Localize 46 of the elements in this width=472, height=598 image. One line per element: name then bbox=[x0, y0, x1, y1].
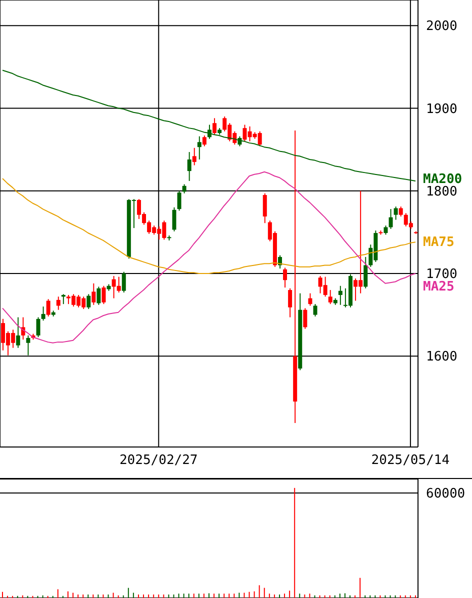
candlestick bbox=[212, 118, 217, 136]
series-label: MA75 bbox=[423, 235, 454, 250]
candlestick bbox=[283, 267, 288, 288]
y-tick-label: 2000 bbox=[426, 19, 458, 34]
line-series bbox=[2, 171, 416, 344]
candlestick bbox=[86, 294, 91, 310]
candlestick bbox=[388, 208, 393, 230]
y-tick-label: 1800 bbox=[426, 184, 458, 200]
candlestick bbox=[308, 292, 312, 306]
candlestick bbox=[96, 286, 101, 306]
candlestick bbox=[16, 316, 20, 348]
x-tick-label: 2025/02/27 bbox=[120, 453, 198, 468]
candlestick bbox=[262, 192, 267, 224]
candlestick bbox=[92, 282, 96, 306]
candlestick bbox=[364, 256, 368, 289]
y-tick-label: 1600 bbox=[426, 350, 458, 365]
candlestick bbox=[41, 306, 46, 322]
candlestick bbox=[202, 135, 206, 147]
y-tick-label: 1900 bbox=[426, 102, 458, 117]
candlestick bbox=[56, 296, 60, 310]
x-tick-label: 2025/05/14 bbox=[371, 453, 450, 468]
candlestick bbox=[122, 271, 126, 293]
line-series bbox=[2, 70, 416, 182]
candlestick bbox=[398, 206, 403, 217]
candlestick bbox=[172, 206, 176, 232]
candlestick bbox=[177, 190, 182, 212]
candlestick bbox=[187, 152, 192, 182]
candlestick bbox=[36, 316, 40, 338]
candlestick bbox=[394, 206, 398, 220]
line-series bbox=[2, 178, 416, 274]
candlestick bbox=[384, 225, 388, 236]
candlestick bbox=[46, 298, 50, 317]
candlestick bbox=[61, 294, 66, 305]
candlestick bbox=[313, 304, 318, 317]
candlestick bbox=[197, 136, 202, 160]
candlestick bbox=[288, 288, 292, 318]
series-label: MA200 bbox=[423, 172, 462, 187]
candlestick bbox=[303, 308, 308, 330]
series-label: MA25 bbox=[423, 279, 454, 294]
candlestick bbox=[102, 285, 106, 305]
candlestick bbox=[182, 184, 186, 194]
candlestick bbox=[192, 147, 196, 166]
candlestick bbox=[328, 290, 332, 305]
candlestick bbox=[26, 334, 30, 356]
candlestick bbox=[338, 285, 342, 306]
y-tick-label: 60000 bbox=[426, 486, 466, 502]
